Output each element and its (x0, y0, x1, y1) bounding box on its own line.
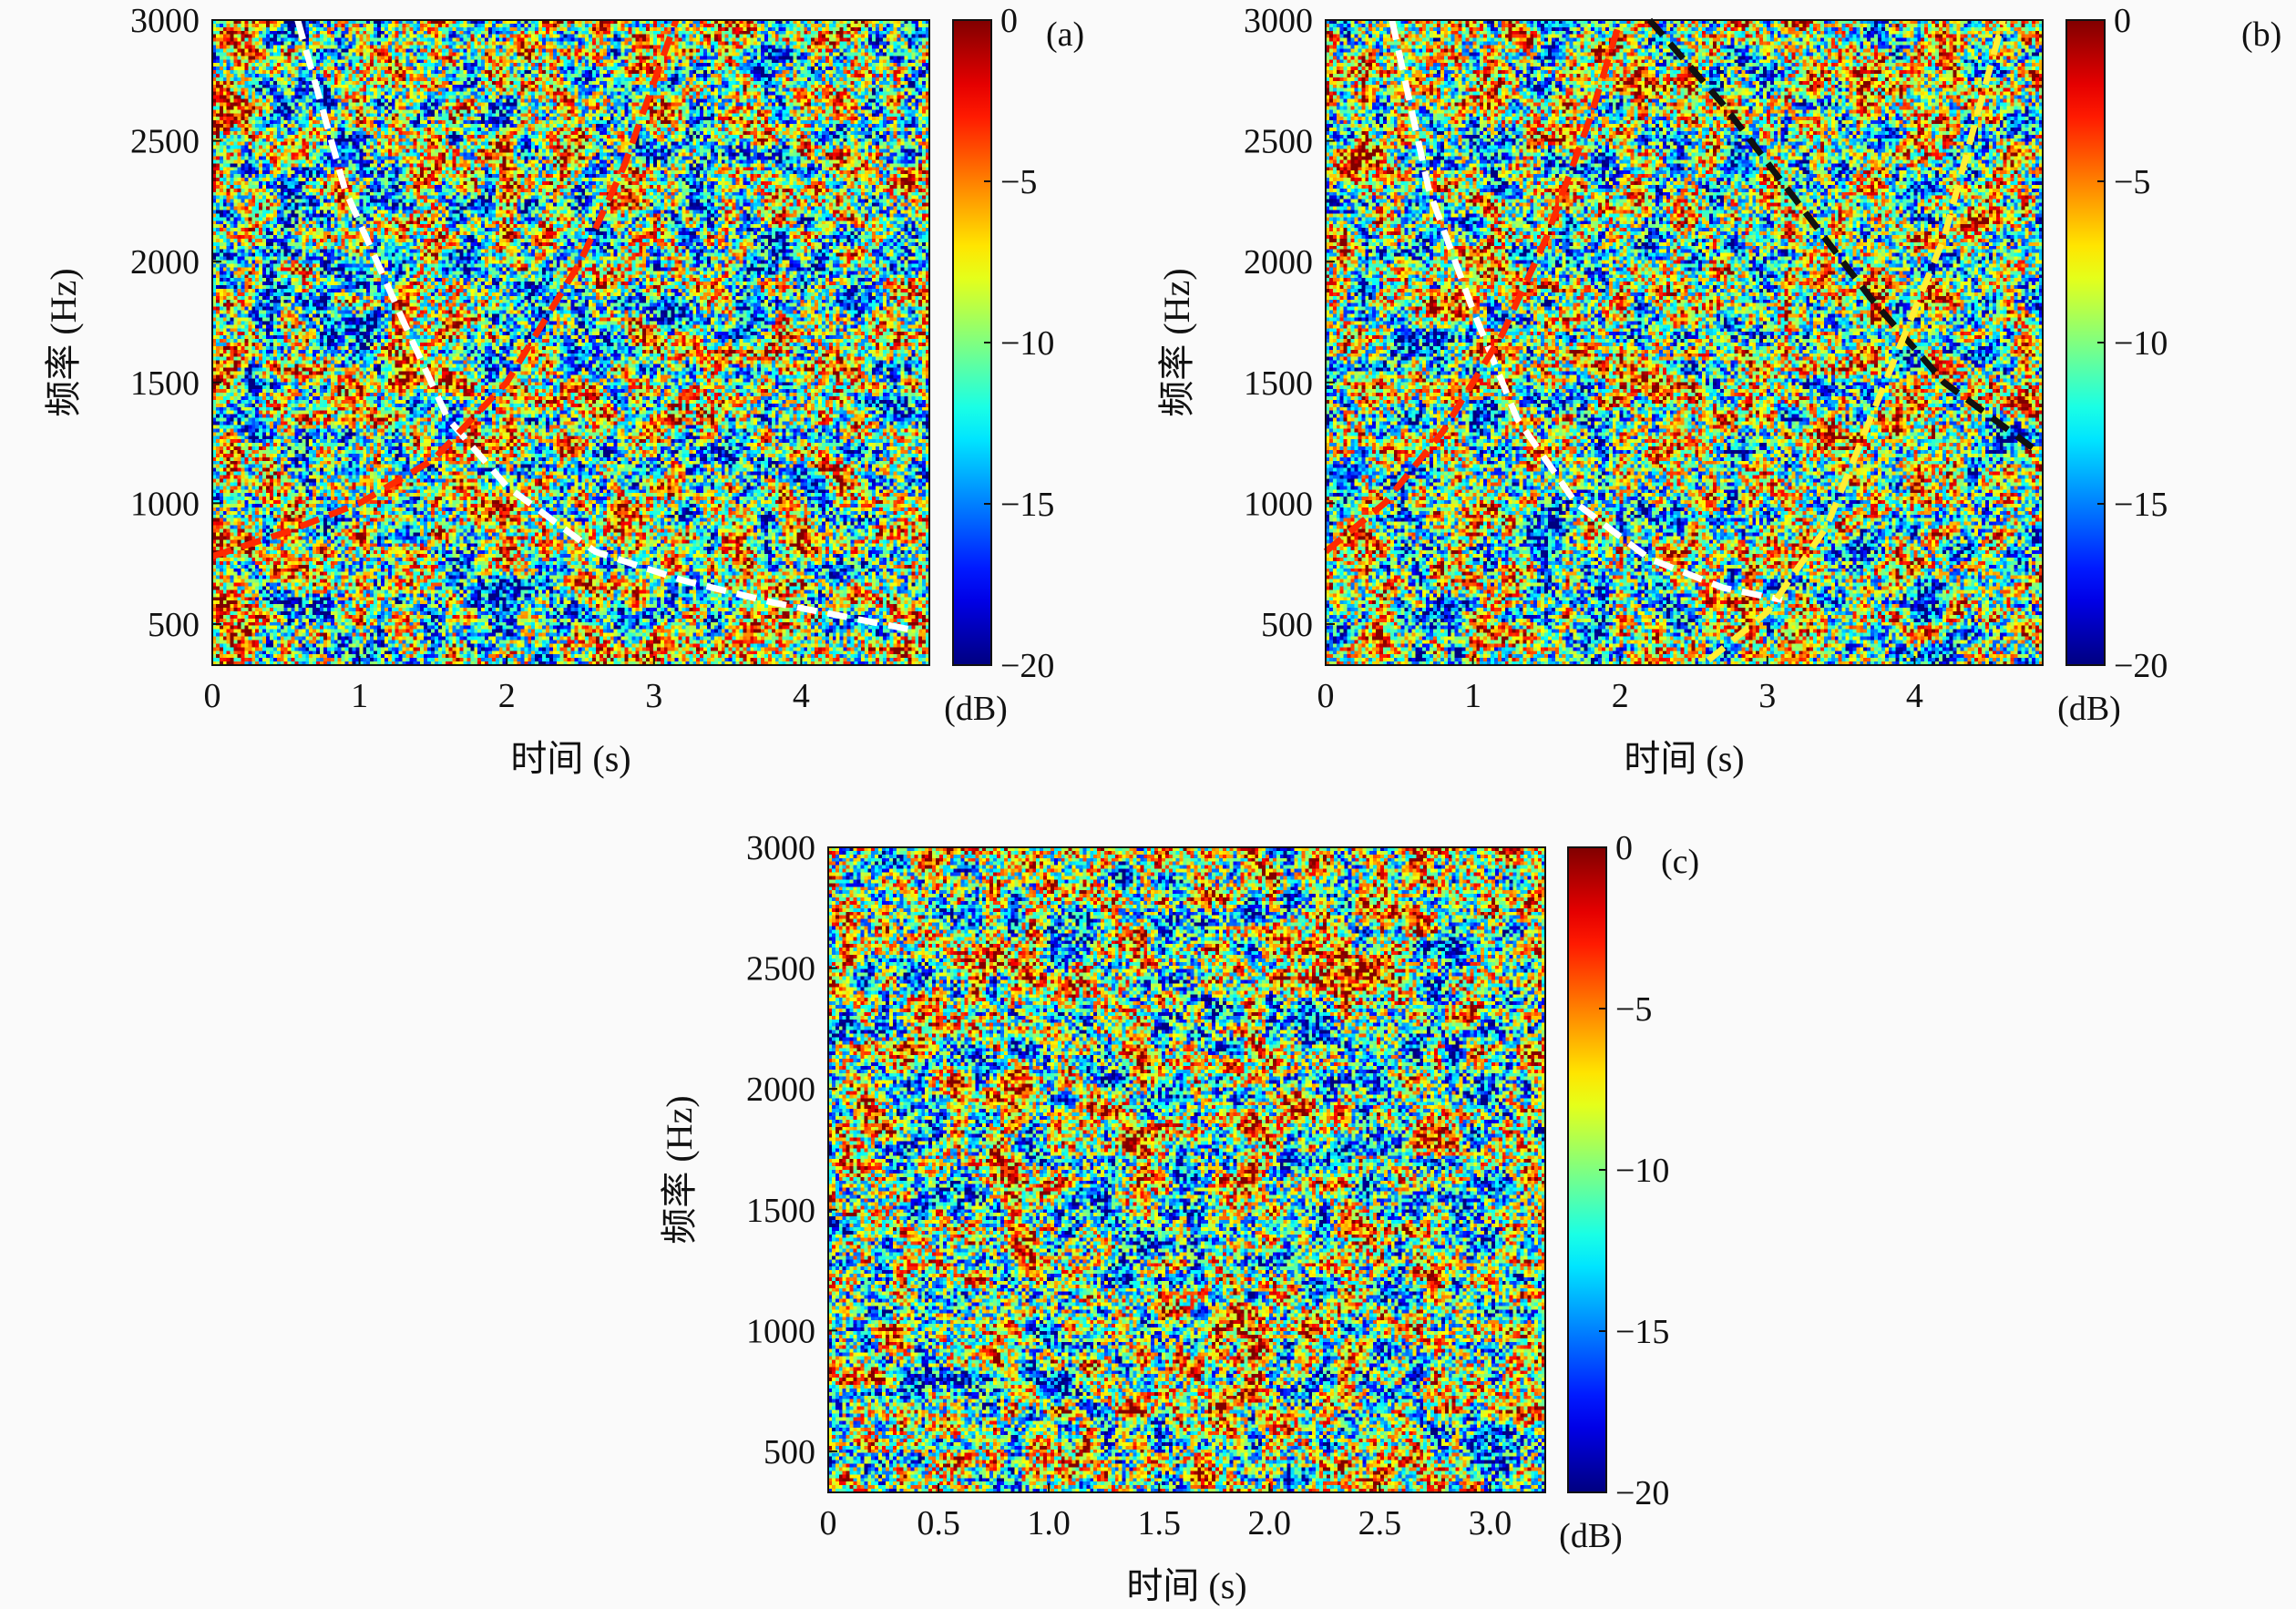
y-tick-label: 1500 (746, 1192, 815, 1230)
y-tick-label: 1000 (746, 1312, 815, 1350)
x-tick-label: 2 (498, 677, 516, 715)
colorbar-tick-label: −15 (1615, 1313, 1669, 1351)
colorbar-tick-label: −10 (2114, 324, 2168, 363)
colorbar-tick-label: −10 (1615, 1152, 1669, 1190)
y-tick-label: 500 (1261, 606, 1313, 644)
x-tick-label: 0 (204, 677, 221, 715)
y-tick-label: 2000 (746, 1071, 815, 1109)
panel-label: (c) (1661, 843, 1699, 881)
x-tick-label: 4 (1906, 677, 1923, 715)
plot-frame (827, 846, 1546, 1493)
y-tick-label: 3000 (1244, 2, 1313, 40)
panel-label: (b) (2241, 15, 2281, 54)
red-dashed-curve (1323, 18, 1624, 555)
x-tick-label: 0.5 (917, 1504, 960, 1542)
red-dashed-curve (210, 18, 680, 559)
colorbar-tick-label: 0 (1615, 829, 1633, 867)
x-tick-label: 4 (793, 677, 810, 715)
plot-frame (211, 19, 930, 666)
y-tick-label: 2000 (130, 243, 200, 282)
colorbar-tick-label: −20 (1000, 647, 1054, 685)
y-tick-label: 3000 (130, 2, 200, 40)
x-axis-label: 时间 (s) (1624, 738, 1744, 779)
white-dashed-curve (294, 19, 920, 635)
panel-a: 0 1 2 3 4 500 1000 1500 2000 2500 3000 时间 (s) 频率 (Hz… (43, 2, 1084, 779)
x-tick-label: 0 (820, 1504, 837, 1542)
x-axis-label: 时间 (s) (510, 738, 630, 779)
colorbar-tick-label: −5 (2114, 163, 2150, 201)
y-tick-label: 2500 (130, 123, 200, 161)
y-axis-label: 频率 (Hz) (1156, 268, 1197, 416)
white-dashed-curve (1389, 19, 1783, 603)
x-tick-label: 1 (1464, 677, 1481, 715)
spectrogram-heatmap (212, 20, 929, 665)
x-tick-label: 3 (1758, 677, 1776, 715)
black-dashed-curve (1646, 17, 2035, 451)
colorbar-tick-label: −15 (2114, 486, 2168, 524)
y-tick-label: 1000 (1244, 485, 1313, 523)
colorbar-unit-label: (dB) (944, 690, 1008, 728)
colorbar-tick-label: 0 (2114, 2, 2131, 40)
x-tick-label: 3 (645, 677, 662, 715)
colorbar-tick-label: −20 (2114, 647, 2168, 685)
y-tick-label: 2000 (1244, 243, 1313, 282)
panel-c: 0 0.5 1.0 1.5 2.0 2.5 3.0 500 1000 1500 2000 2500 30… (659, 829, 1699, 1606)
yellow-dashed-curve (1706, 19, 2006, 663)
y-tick-label: 500 (764, 1433, 815, 1471)
x-tick-label: 0 (1317, 677, 1335, 715)
colorbar-unit-label: (dB) (1559, 1517, 1623, 1555)
spectrogram-heatmap (828, 847, 1545, 1492)
y-axis-label: 频率 (Hz) (43, 268, 84, 416)
colorbar-tick-label: 0 (1000, 2, 1018, 40)
y-axis-label: 频率 (Hz) (659, 1095, 700, 1244)
colorbar-tick-label: −5 (1615, 990, 1652, 1029)
x-tick-label: 2.5 (1358, 1504, 1402, 1542)
colorbar-tick-label: −15 (1000, 486, 1054, 524)
panel-b: 0 1 2 3 4 500 1000 1500 2000 2500 3000 时间 (s) 频率 (Hz… (1156, 2, 2281, 779)
y-tick-label: 2500 (1244, 123, 1313, 161)
x-tick-label: 1 (351, 677, 368, 715)
spectrogram-heatmap (1326, 20, 2043, 665)
x-tick-label: 1.5 (1137, 1504, 1181, 1542)
x-tick-label: 1.0 (1027, 1504, 1071, 1542)
x-axis-label: 时间 (s) (1126, 1565, 1246, 1606)
y-tick-label: 1500 (1244, 364, 1313, 403)
y-tick-label: 1500 (130, 364, 200, 403)
colorbar-tick-label: −5 (1000, 163, 1037, 201)
panel-label: (a) (1046, 15, 1084, 54)
y-tick-label: 500 (148, 606, 200, 644)
plot-frame (1325, 19, 2044, 666)
y-tick-label: 2500 (746, 950, 815, 989)
x-tick-label: 3.0 (1469, 1504, 1512, 1542)
colorbar-tick-label: −10 (1000, 324, 1054, 363)
y-tick-label: 1000 (130, 485, 200, 523)
colorbar-unit-label: (dB) (2057, 690, 2121, 728)
x-tick-label: 2 (1612, 677, 1629, 715)
colorbar-tick-label: −20 (1615, 1474, 1669, 1512)
y-tick-label: 3000 (746, 829, 815, 867)
x-tick-label: 2.0 (1248, 1504, 1292, 1542)
